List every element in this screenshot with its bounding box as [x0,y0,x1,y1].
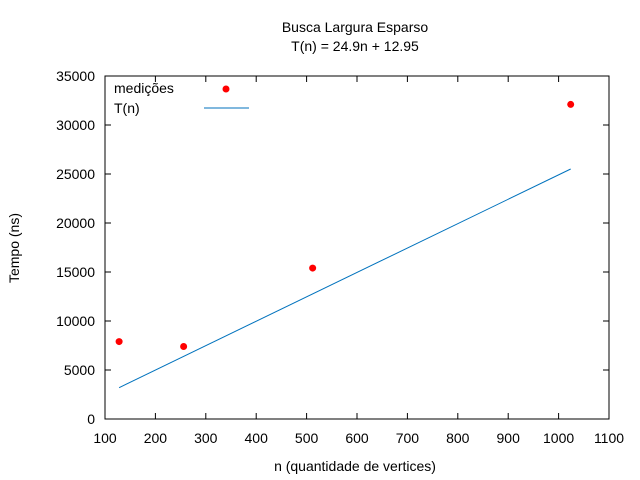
legend-marker-medicoes [222,85,230,93]
legend-label-tn: T(n) [114,100,140,116]
x-axis-label: n (quantidade de vertices) [274,458,436,474]
y-tick-label: 15000 [56,264,95,280]
y-tick-label: 5000 [64,362,95,378]
x-tick-label: 1100 [594,430,624,446]
y-tick-label: 25000 [56,166,95,182]
x-tick-label: 700 [396,430,420,446]
data-point [309,264,317,272]
data-point [115,338,123,346]
chart-subtitle: T(n) = 24.9n + 12.95 [291,38,419,54]
x-tick-label: 800 [446,430,470,446]
y-tick-label: 20000 [56,215,95,231]
plot-frame [104,75,610,420]
x-tick-label: 100 [93,430,117,446]
legend-label-medicoes: medições [114,80,174,96]
x-tick-label: 600 [345,430,369,446]
x-tick-label: 1000 [543,430,574,446]
x-axis: 100 200 300 400 500 600 700 800 900 1000 1100 [93,76,624,446]
fit-line [118,168,571,389]
x-tick-label: 200 [144,430,168,446]
y-tick-label: 35000 [56,68,95,84]
x-tick-label: 400 [245,430,269,446]
y-axis-label: Tempo (ns) [6,213,22,283]
y-tick-label: 30000 [56,117,95,133]
series-layer [115,100,575,389]
y-tick-label: 10000 [56,313,95,329]
x-tick-label: 500 [295,430,319,446]
data-point [567,100,575,108]
x-tick-label: 900 [497,430,521,446]
data-point [180,342,188,350]
x-tick-label: 300 [194,430,218,446]
chart-title: Busca Largura Esparso [282,19,429,35]
legend: medições T(n) [114,80,249,116]
y-tick-label: 0 [87,411,95,427]
y-axis: 0 5000 10000 15000 20000 25000 30000 35000 [56,68,609,427]
